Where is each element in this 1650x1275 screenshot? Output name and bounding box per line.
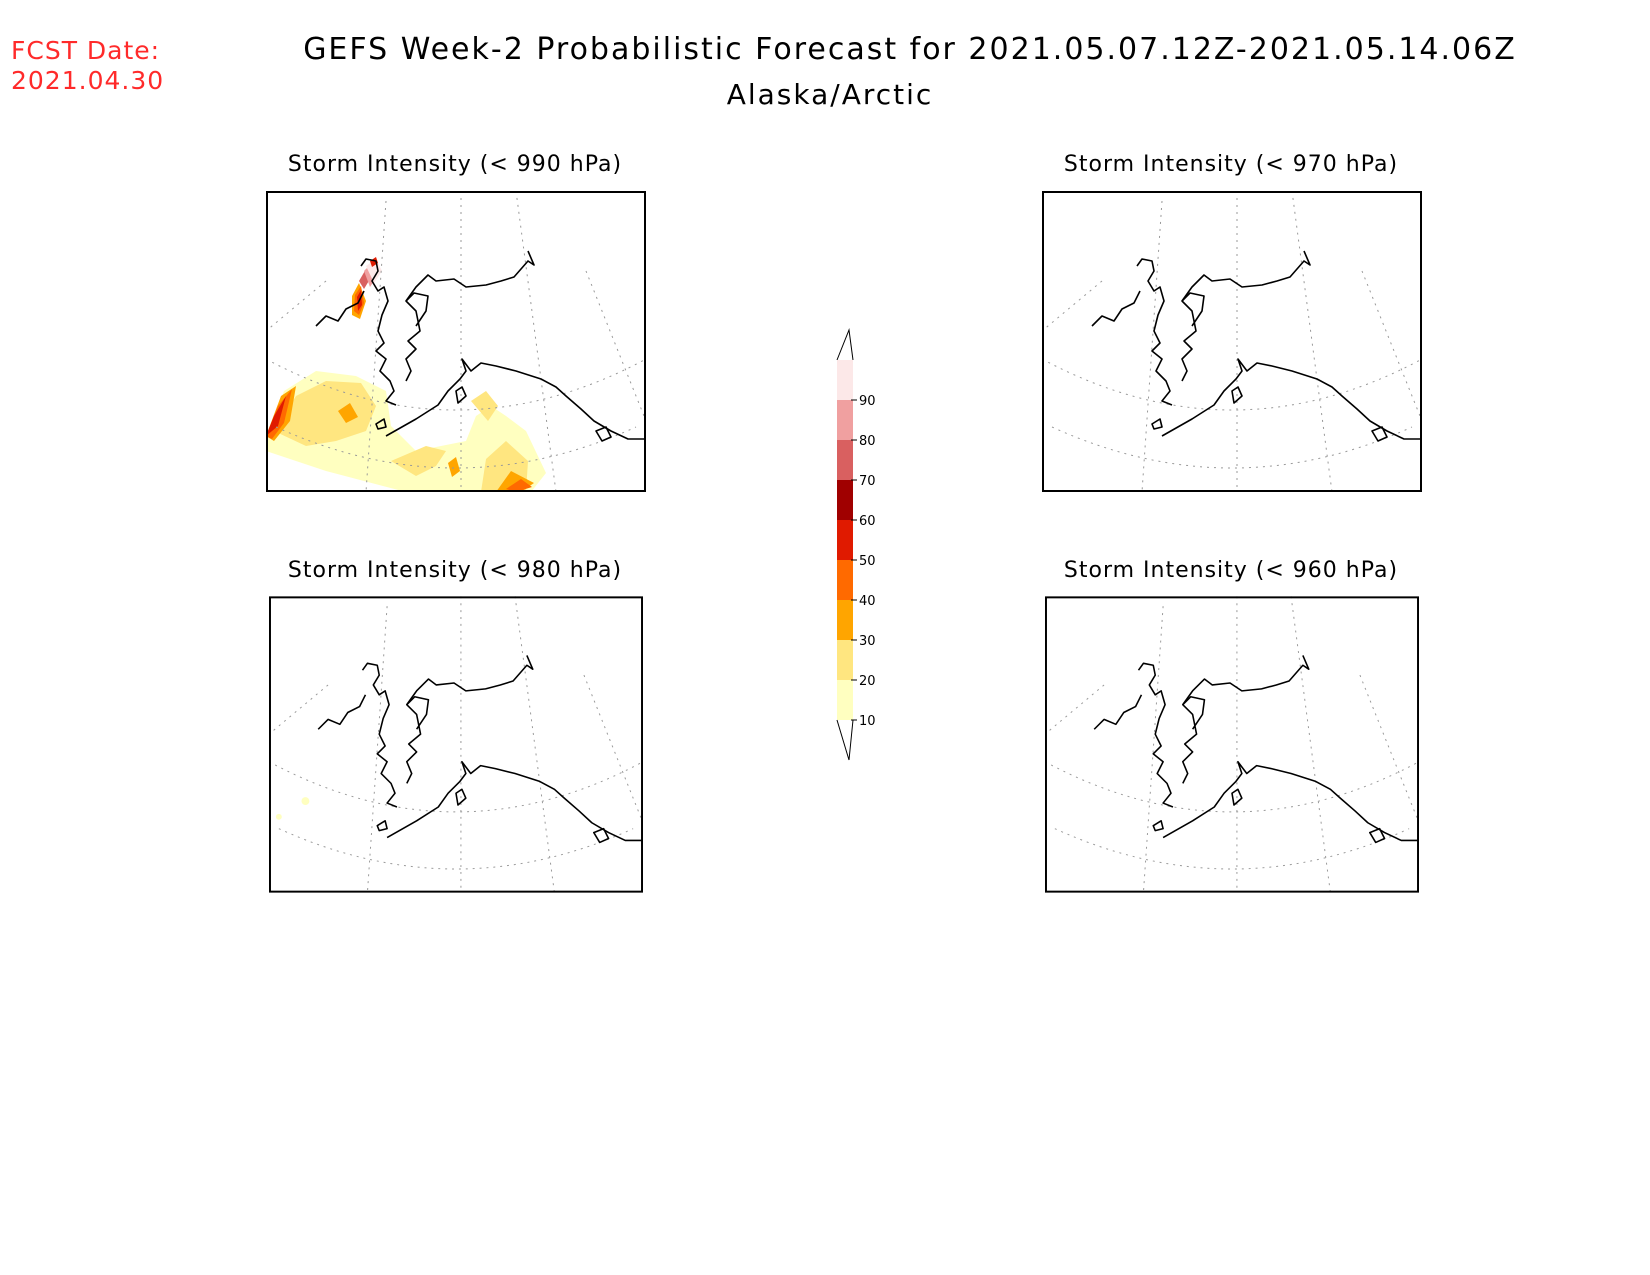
colorbar: 10 20 30 40 50 60 70 80 90 bbox=[836, 328, 876, 761]
colorbar-label: 60 bbox=[859, 514, 876, 529]
colorbar-swatch bbox=[837, 480, 853, 520]
colorbar-bottom-wedge bbox=[836, 719, 854, 761]
colorbar-swatch bbox=[837, 360, 853, 400]
colorbar-label: 20 bbox=[859, 674, 876, 689]
forecast-date-label: FCST Date: bbox=[11, 36, 161, 65]
panel-title-960: Storm Intensity (< 960 hPa) bbox=[1063, 558, 1399, 583]
map-panel-990 bbox=[266, 191, 646, 492]
forecast-date-value: 2021.04.30 bbox=[11, 66, 165, 95]
page-title: GEFS Week-2 Probabilistic Forecast for 2… bbox=[303, 32, 1517, 67]
forecast-date: FCST Date: 2021.04.30 bbox=[11, 36, 164, 96]
probability-shading bbox=[275, 797, 310, 820]
map-panel-960 bbox=[1045, 596, 1419, 893]
panel-title-980: Storm Intensity (< 980 hPa) bbox=[287, 558, 623, 583]
colorbar-swatch bbox=[837, 400, 853, 440]
panel-title-970: Storm Intensity (< 970 hPa) bbox=[1063, 152, 1399, 177]
map-panel-980 bbox=[269, 596, 643, 893]
colorbar-swatch bbox=[837, 640, 853, 680]
colorbar-label: 30 bbox=[859, 634, 876, 649]
panel-title-990: Storm Intensity (< 990 hPa) bbox=[287, 152, 623, 177]
colorbar-label: 50 bbox=[859, 554, 876, 569]
colorbar-top-wedge bbox=[836, 328, 854, 361]
colorbar-label: 40 bbox=[859, 594, 876, 609]
colorbar-swatch bbox=[837, 440, 853, 480]
region-title: Alaska/Arctic bbox=[726, 78, 934, 111]
colorbar-label: 70 bbox=[859, 474, 876, 489]
colorbar-label: 90 bbox=[859, 394, 876, 409]
colorbar-swatch bbox=[837, 600, 853, 640]
colorbar-label: 10 bbox=[859, 714, 876, 729]
colorbar-swatch bbox=[837, 560, 853, 600]
colorbar-swatch bbox=[837, 520, 853, 560]
colorbar-label: 80 bbox=[859, 434, 876, 449]
probability-shading bbox=[266, 257, 546, 492]
colorbar-swatch bbox=[837, 680, 853, 720]
map-panel-970 bbox=[1042, 191, 1422, 492]
